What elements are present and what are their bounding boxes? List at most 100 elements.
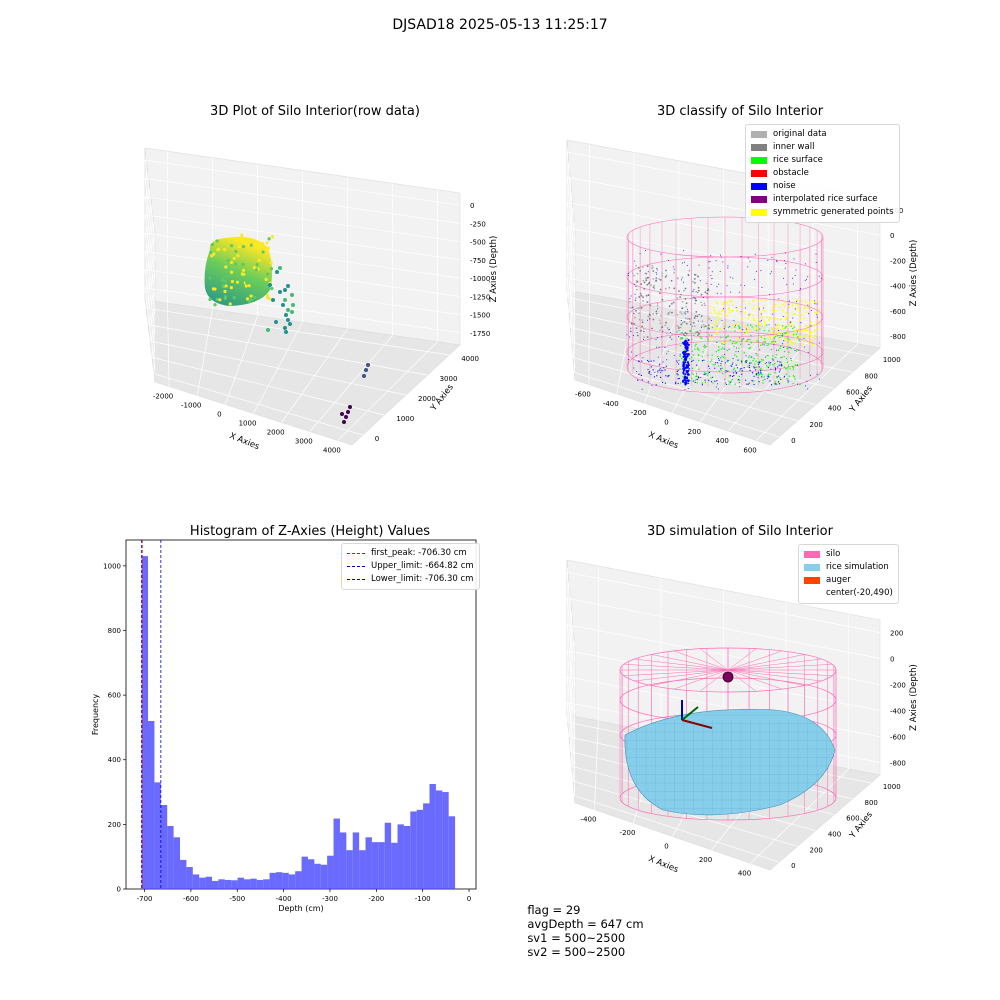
z-tick-label: -250 [470,220,486,228]
histogram-bar [371,842,379,889]
raw-point [213,261,217,266]
rice-surface-point [680,326,682,329]
legend-swatch [751,157,767,164]
noise-point [643,330,645,332]
rice-surface-point [788,346,790,349]
noise-point [731,363,733,365]
z-tick-label: -600 [890,308,906,316]
symmetric-point [743,326,746,328]
raw-point [265,241,269,245]
symmetric-point [764,299,767,302]
wall-point [683,321,686,323]
symmetric-point [805,311,808,314]
noise-point [723,327,725,329]
symmetric-point [751,314,754,317]
rice-surface-point [747,324,749,326]
noise-point [745,360,747,362]
wall-point [634,316,636,319]
histogram-bar [243,879,251,889]
noise-point [628,358,630,360]
noise-point [682,307,684,309]
noise-point [790,358,792,360]
wall-point [647,315,650,318]
noise-point [677,382,679,385]
wall-point [629,300,631,303]
y-tick-label: 1000 [883,356,901,364]
symmetric-point [777,327,780,330]
rice-surface-point [795,350,798,352]
silo-wire [727,648,757,671]
histogram-bar [397,824,404,889]
noise-point [682,262,684,264]
wall-point [651,327,653,330]
x-axis-label: X Axies [647,430,680,451]
symmetric-point [776,318,779,320]
rice-surface-point [698,349,700,351]
noise-point [818,342,820,344]
symmetric-point [726,339,729,341]
symmetric-point [805,324,807,327]
noise-point [780,365,782,367]
symmetric-point [764,323,767,326]
noise-point [757,372,759,374]
histogram-bar [218,879,225,889]
rice-surface-point [741,340,743,342]
wall-point [642,327,645,330]
noise-point [707,365,710,367]
symmetric-point [811,344,814,346]
noise-point [773,343,775,345]
noise-point [660,370,662,372]
noise-point [677,369,679,372]
noise-point [767,366,769,368]
wall-point [673,271,676,274]
rice-surface-point [689,330,691,332]
wall-point [664,324,667,327]
noise-point [780,363,783,365]
symmetric-point [709,305,712,307]
symmetric-point [808,301,811,304]
noise-point [741,367,743,369]
noise-point [738,291,740,293]
symmetric-point [736,338,739,341]
noise-point [692,296,694,298]
noise-point [769,294,771,296]
noise-point [709,260,711,262]
noise-point [754,253,756,255]
rice-surface-point [738,325,740,327]
noise-point [684,353,687,356]
wall-point [700,301,703,304]
legend-swatch [804,564,820,571]
noise-point [794,308,796,310]
noise-point [784,252,786,254]
noise-point [740,311,742,313]
rice-surface-point [720,336,722,339]
noise-point [744,307,746,309]
raw-point [267,286,271,290]
raw-plot-title: 3D Plot of Silo Interior(row data) [210,104,420,119]
histogram-bar [263,879,270,889]
x-axis-label: X Axies [647,854,680,875]
silo-ring [626,296,824,338]
symmetric-point [715,322,718,325]
rice-surface-point [728,375,731,377]
noise-point [804,280,806,282]
rice-surface-point [749,338,751,341]
rice-surface-point [792,333,795,336]
footer-avg-depth: avgDepth = 647 cm [527,917,644,931]
z-tick-label: -200 [890,681,906,689]
rice-surface-point [721,347,724,349]
noise-point [789,346,791,348]
noise-point [737,359,739,361]
x-tick-label: -200 [631,409,647,417]
noise-point [807,388,809,390]
rice-surface-point [723,378,726,381]
rice-surface-point [734,342,736,344]
raw-point [253,295,257,300]
symmetric-point [726,314,729,317]
noise-point [656,337,658,339]
rice-surface-point [781,356,783,358]
symmetric-point [742,300,745,303]
rice-surface-point [681,357,683,360]
noise-point [792,277,794,279]
noise-point [684,373,687,376]
